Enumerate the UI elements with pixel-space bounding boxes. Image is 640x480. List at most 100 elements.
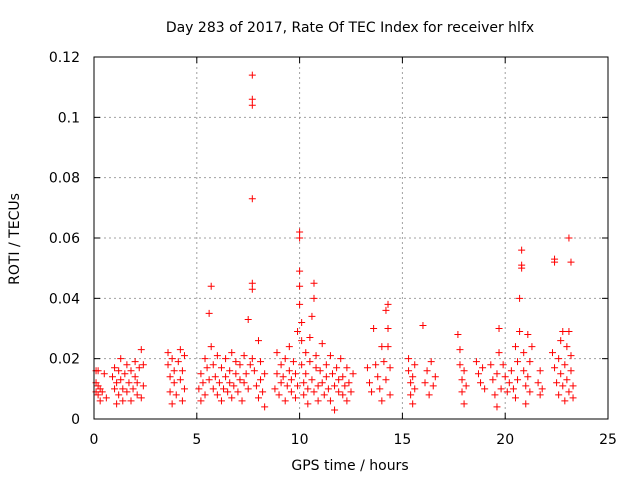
data-point: [318, 340, 326, 348]
data-point: [296, 267, 304, 275]
data-point: [252, 382, 260, 390]
data-point: [137, 346, 145, 354]
data-point: [127, 367, 135, 375]
data-point: [331, 406, 339, 414]
data-point: [137, 394, 145, 402]
data-point: [226, 379, 234, 387]
y-tick-label: 0.04: [49, 291, 80, 307]
data-point: [479, 364, 487, 372]
data-point: [458, 376, 466, 384]
data-point: [271, 385, 279, 393]
data-point: [378, 397, 386, 405]
data-point: [302, 349, 310, 357]
data-point: [246, 361, 254, 369]
data-point: [273, 370, 281, 378]
data-point: [405, 367, 413, 375]
data-point: [117, 355, 125, 363]
data-point: [559, 382, 567, 390]
data-point: [228, 349, 236, 357]
data-point: [380, 358, 388, 366]
data-point: [514, 376, 522, 384]
data-point: [310, 279, 318, 287]
data-point: [257, 376, 265, 384]
data-point: [409, 400, 417, 408]
data-point: [384, 300, 392, 308]
data-point: [275, 391, 283, 399]
data-point: [335, 376, 343, 384]
data-point: [312, 352, 320, 360]
data-point: [366, 379, 374, 387]
data-point: [248, 285, 256, 293]
data-point: [363, 364, 371, 372]
data-point: [131, 358, 139, 366]
data-point: [213, 391, 221, 399]
data-point: [168, 355, 176, 363]
data-point: [296, 228, 304, 236]
data-point: [222, 355, 230, 363]
y-axis-label: ROTI / TECUs: [7, 193, 23, 285]
data-point: [495, 349, 503, 357]
data-point: [300, 391, 308, 399]
data-point: [248, 279, 256, 287]
data-point: [421, 379, 429, 387]
data-point: [524, 373, 532, 381]
data-point: [495, 325, 503, 332]
y-axis-ticks: 0 0.02 0.04 0.06 0.08 0.1 0.12: [49, 50, 608, 428]
data-point: [328, 370, 336, 378]
data-point: [384, 343, 392, 351]
data-point: [94, 367, 102, 375]
data-point: [178, 397, 186, 405]
data-point: [522, 382, 530, 390]
data-point: [456, 361, 464, 369]
data-point: [281, 355, 289, 363]
data-point: [236, 361, 244, 369]
data-point: [308, 376, 316, 384]
data-point: [281, 397, 289, 405]
data-point: [291, 370, 299, 378]
data-point: [283, 382, 291, 390]
data-point: [129, 385, 137, 393]
data-point: [217, 397, 225, 405]
data-point: [536, 367, 544, 375]
data-point: [176, 346, 184, 354]
data-point: [534, 379, 542, 387]
data-point: [370, 325, 378, 332]
data-point: [209, 361, 217, 369]
x-tick-label: 25: [599, 432, 617, 448]
data-point: [300, 379, 308, 387]
data-point: [102, 394, 110, 402]
data-point: [551, 258, 559, 266]
data-point: [347, 388, 355, 396]
data-point: [240, 379, 248, 387]
data-point: [322, 373, 330, 381]
data-point: [119, 397, 127, 405]
data-point: [411, 361, 419, 369]
data-point: [180, 385, 188, 393]
data-point: [257, 358, 265, 366]
data-point: [314, 382, 322, 390]
data-point: [115, 367, 123, 375]
data-point: [384, 325, 392, 332]
data-point: [310, 294, 318, 302]
data-point: [555, 355, 563, 363]
data-point: [314, 397, 322, 405]
data-point: [493, 403, 501, 411]
data-point: [234, 388, 242, 396]
data-point: [248, 195, 256, 203]
data-point: [166, 388, 174, 396]
data-point: [244, 385, 252, 393]
data-point: [349, 370, 357, 378]
data-point: [551, 364, 559, 372]
data-point: [111, 364, 119, 372]
data-point: [501, 373, 509, 381]
data-point: [526, 388, 534, 396]
data-point: [115, 391, 123, 399]
data-point: [228, 394, 236, 402]
data-point: [376, 385, 384, 393]
data-point: [520, 349, 528, 357]
y-tick-label: 0.12: [49, 50, 80, 66]
data-point: [324, 385, 332, 393]
data-point: [201, 391, 209, 399]
data-point: [174, 358, 182, 366]
